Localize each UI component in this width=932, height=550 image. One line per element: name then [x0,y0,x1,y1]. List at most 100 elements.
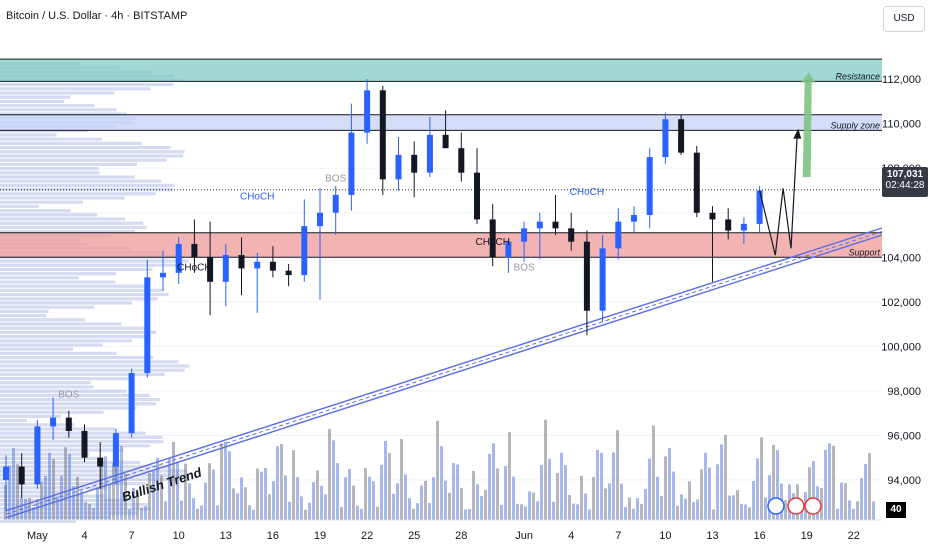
volume-bar [772,445,775,520]
volume-bar [632,508,635,520]
volume-bar [296,477,299,520]
y-tick-label: 112,000 [882,74,921,86]
price-axis: 94,000 96,000 98,000 100,000 102,000 104,000 1… [881,0,932,550]
candle-body [395,154,402,180]
candle-body [599,248,606,311]
volume-profile-bar [0,297,158,301]
volume-bar [96,487,99,520]
volume-bar [608,483,611,520]
volume-bar [624,506,627,520]
x-tick-label: 16 [267,530,279,542]
volume-bar [88,504,91,520]
volume-bar [192,498,195,520]
volume-profile-bar [0,322,122,326]
volume-profile-bar [0,356,154,360]
annotation-label: BOS [325,174,346,185]
volume-profile-bar [0,87,151,91]
currency-button[interactable]: USD [883,6,925,32]
volume-bar [24,498,27,520]
candle-body [521,228,528,242]
volume-bar [416,503,419,520]
tradingview-logo[interactable]: 40 [886,502,906,518]
volume-profile-bar [0,91,115,95]
volume-bar [740,503,743,520]
volume-profile-bar [0,507,151,511]
volume-profile-bar [0,293,169,297]
volume-bar [136,491,139,520]
candle-body [317,212,323,227]
volume-profile-bar [0,444,150,448]
volume-bar [68,453,71,520]
volume-bar [800,508,803,520]
volume-profile-bar [0,179,162,183]
candle-body [97,457,104,467]
symbol-title[interactable]: Bitcoin / U.S. Dollar · 4h · BITSTAMP [6,10,188,22]
volume-bar [396,483,399,520]
volume-profile-bar [0,209,71,213]
volume-bar [240,477,243,520]
volume-bar [684,498,687,520]
volume-bar [120,446,123,520]
volume-bar [492,443,495,520]
candle-body [552,221,559,229]
volume-bar [144,506,147,520]
volume-profile-bar [0,196,125,200]
volume-bar [188,483,191,520]
zone-support [0,232,882,258]
volume-bar [460,488,463,520]
volume-bar [140,508,143,520]
volume-bar [292,450,295,520]
candle-body [128,373,135,434]
volume-bar [544,419,547,520]
volume-bar [452,462,455,520]
volume-bar [424,480,427,520]
volume-profile-bar [0,225,147,229]
x-tick-label: 22 [848,530,860,542]
volume-bar [504,465,507,520]
volume-profile-bar [0,469,187,473]
volume-bar [824,449,827,520]
volume-profile-bar [0,217,126,221]
volume-profile-bar [0,284,146,288]
volume-profile-bar [0,410,104,414]
volume-bar [128,509,131,520]
volume-bar [216,505,219,520]
volume-profile-bar [0,95,71,99]
volume-bar [288,501,291,520]
volume-bar [652,425,655,520]
volume-bar [196,508,199,520]
candle-body [269,261,276,271]
volume-profile-bar [0,372,165,376]
volume-bar [16,464,19,520]
volume-bar [100,460,103,520]
x-tick-label: 13 [706,530,718,542]
y-tick-label: 104,000 [881,252,921,264]
price-axis-bg [882,0,932,550]
volume-bar [532,492,535,520]
volume-bar [348,469,351,520]
volume-profile-bar [0,515,111,519]
volume-profile-bar [0,230,135,234]
volume-profile-bar [0,385,94,389]
volume-bar [868,453,871,520]
volume-profile-bar [0,343,103,347]
volume-bar [496,468,499,520]
volume-bar [252,509,255,520]
volume-bar [156,457,159,520]
volume-bar [312,482,315,520]
candle-body [301,226,308,276]
volume-bar [108,484,111,520]
volume-bar [580,475,583,520]
volume-bar [604,488,607,520]
candle-body [112,433,119,467]
candle-body [285,270,292,276]
last-price-value: 107,031 [886,169,924,180]
volume-bar [688,481,691,520]
volume-bar [368,476,371,520]
volume-bar [36,499,39,520]
volume-bar [692,502,695,520]
volume-profile-bar [0,435,163,439]
x-tick-label: 16 [753,530,765,542]
volume-bar [300,496,303,520]
